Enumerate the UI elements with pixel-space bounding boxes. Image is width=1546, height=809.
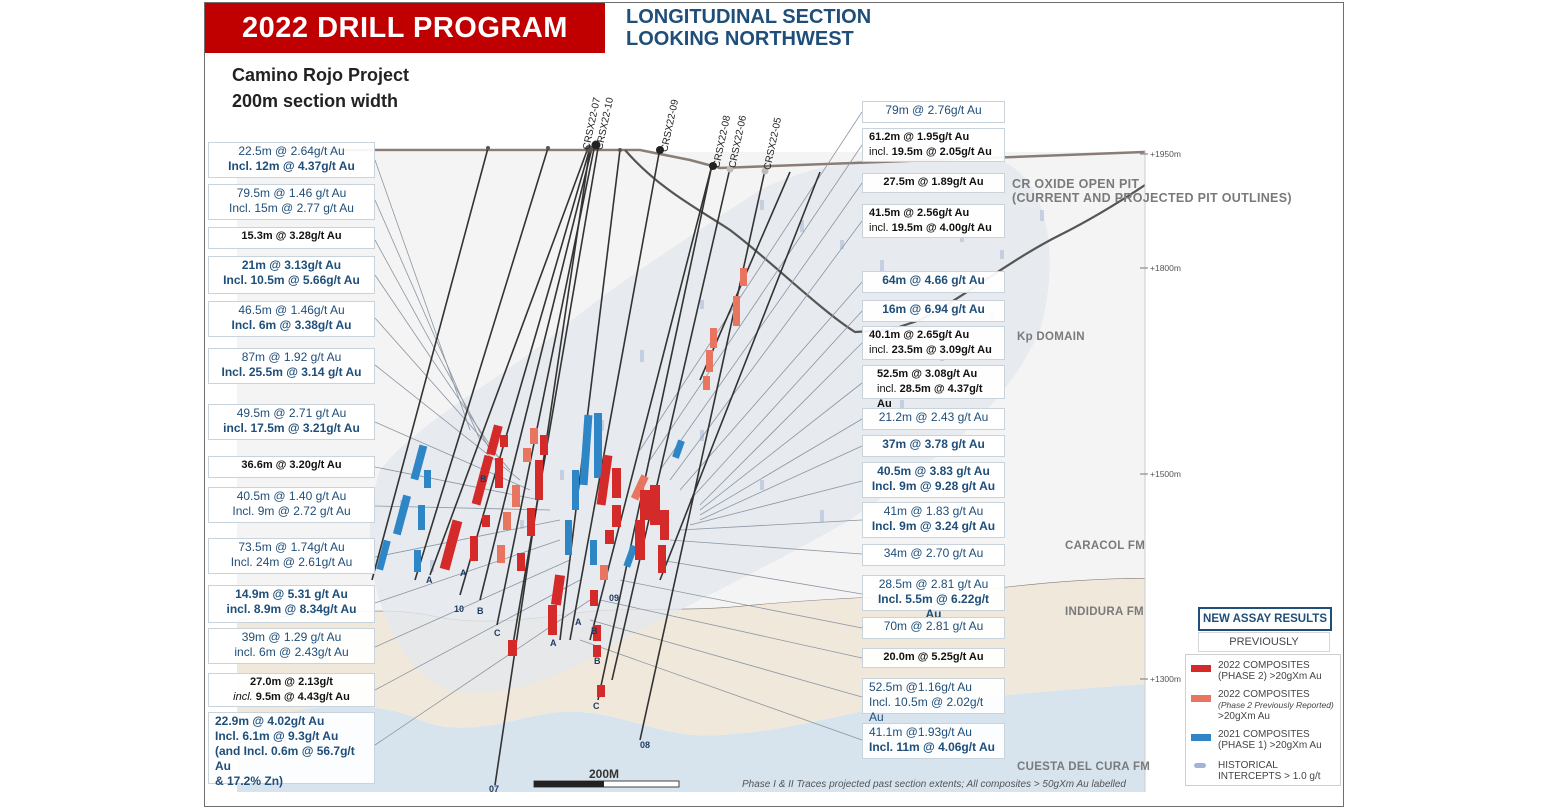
end-tag-09: 09 xyxy=(609,593,620,603)
intercept-label: 14.9m @ 5.31 g/t Au incl. 8.9m @ 8.34g/t … xyxy=(208,585,375,623)
intercept-label: 41m @ 1.83 g/t Au Incl. 9m @ 3.24 g/t Au xyxy=(862,502,1005,538)
segment-tag: C xyxy=(593,701,600,711)
intercept-label: 21m @ 3.13g/t Au Incl. 10.5m @ 5.66g/t Au xyxy=(208,256,375,294)
topography-line xyxy=(237,148,1146,170)
intercept-label: 87m @ 1.92 g/t Au Incl. 25.5m @ 3.14 g/t … xyxy=(208,348,375,384)
end-tag-07: 07 xyxy=(489,784,500,794)
elevation-1800: +1800m xyxy=(1150,263,1181,273)
end-tag-08: 08 xyxy=(640,740,651,750)
intercept-label: 21.2m @ 2.43 g/t Au xyxy=(862,408,1005,430)
project-name: Camino Rojo Project xyxy=(232,65,410,85)
subtitle-line2: LOOKING NORTHWEST xyxy=(626,28,854,50)
drill-traces xyxy=(371,143,821,786)
cuesta-label: CUESTA DEL CURA FM xyxy=(1017,761,1151,773)
legend-item: 2022 COMPOSITES (PHASE 2) >20gXm Au xyxy=(1218,660,1322,682)
legend-swatch-2022-phase2 xyxy=(1191,665,1211,672)
page-title: 2022 DRILL PROGRAM xyxy=(205,3,605,53)
intercept-label: 34m @ 2.70 g/t Au xyxy=(862,544,1005,566)
scale-bar-label: 200M xyxy=(589,767,620,781)
elevation-1300: +1300m xyxy=(1150,674,1181,684)
segment-tag: A xyxy=(550,638,557,648)
intercept-label: 49.5m @ 2.71 g/t Au incl. 17.5m @ 3.21g/t… xyxy=(208,404,375,440)
end-tag-10: 10 xyxy=(454,604,465,614)
subtitle-line1: LONGITUDINAL SECTION xyxy=(626,6,872,28)
project-info: Camino Rojo Project 200m section width xyxy=(232,62,409,114)
intercept-label: 27.0m @ 2.13g/t incl. 9.5m @ 4.43g/t Au xyxy=(208,673,375,707)
legend-item: HISTORICAL INTERCEPTS > 1.0 g/t xyxy=(1218,760,1321,782)
intercept-label: 61.2m @ 1.95g/t Au incl. 19.5m @ 2.05g/t … xyxy=(862,128,1005,162)
legend-item: 2021 COMPOSITES (PHASE 1) >20gXm Au xyxy=(1218,729,1322,751)
intercept-label: 22.5m @ 2.64g/t Au Incl. 12m @ 4.37g/t Au xyxy=(208,142,375,178)
caracol-label: CARACOL FM xyxy=(1065,540,1146,552)
intercept-label: 36.6m @ 3.20g/t Au xyxy=(208,456,375,478)
intercept-label: 70m @ 2.81 g/t Au xyxy=(862,617,1005,639)
intercept-label: 79m @ 2.76g/t Au xyxy=(862,101,1005,123)
segment-tag: C xyxy=(494,628,501,638)
intercept-label: 52.5m @ 3.08g/t Au incl. 28.5m @ 4.37g/t … xyxy=(862,365,1005,410)
intercept-label: 46.5m @ 1.46g/t Au Incl. 6m @ 3.38g/t Au xyxy=(208,301,375,337)
intercept-label: 39m @ 1.29 g/t Au incl. 6m @ 2.43g/t Au xyxy=(208,628,375,664)
section-subtitle: LONGITUDINAL SECTION LOOKING NORTHWEST xyxy=(626,6,871,50)
intercept-label: 79.5m @ 1.46 g/t Au Incl. 15m @ 2.77 g/t … xyxy=(208,184,375,220)
pit-outline xyxy=(624,149,1146,334)
intercept-label: 15.3m @ 3.28g/t Au xyxy=(208,227,375,249)
intercept-label: 27.5m @ 1.89g/t Au xyxy=(862,173,1005,193)
segment-tag: A xyxy=(426,575,433,585)
intercept-label: 22.9m @ 4.02g/t Au Incl. 6.1m @ 9.3g/t Au… xyxy=(208,712,375,788)
section-width: 200m section width xyxy=(232,91,399,111)
segment-tag: B xyxy=(480,474,487,484)
legend-item: 2022 COMPOSITES (Phase 2 Previously Repor… xyxy=(1218,689,1334,722)
composites-2022-phase2 xyxy=(439,424,669,697)
intercept-label: 52.5m @1.16g/t Au Incl. 10.5m @ 2.02g/t A… xyxy=(862,678,1005,724)
segment-tag: A xyxy=(575,617,582,627)
segment-tag: B xyxy=(477,606,484,616)
pit-label: CR OXIDE OPEN PIT (CURRENT AND PROJECTED … xyxy=(1012,177,1292,205)
segment-tag: B xyxy=(591,626,598,636)
indidura-label: INDIDURA FM xyxy=(1065,606,1144,618)
intercept-label: 41.5m @ 2.56g/t Au incl. 19.5m @ 4.00g/t … xyxy=(862,204,1005,238)
intercept-label: 20.0m @ 5.25g/t Au xyxy=(862,648,1005,668)
intercept-label: 40.5m @ 3.83 g/t Au Incl. 9m @ 9.28 g/t A… xyxy=(862,462,1005,498)
composites-2021 xyxy=(376,413,685,572)
elevation-1950: +1950m xyxy=(1150,149,1181,159)
intercept-label: 16m @ 6.94 g/t Au xyxy=(862,300,1005,322)
intercept-label: 40.5m @ 1.40 g/t Au Incl. 9m @ 2.72 g/t A… xyxy=(208,487,375,523)
intercept-label: 40.1m @ 2.65g/t Au incl. 23.5m @ 3.09g/t … xyxy=(862,326,1005,360)
segment-tag: B xyxy=(594,656,601,666)
intercept-label: 41.1m @1.93g/t Au Incl. 11m @ 4.06g/t Au xyxy=(862,723,1005,759)
legend: 2022 COMPOSITES (PHASE 2) >20gXm Au 2022 … xyxy=(1185,654,1341,786)
kp-domain-label: Kp DOMAIN xyxy=(1017,331,1085,343)
elevation-1500: +1500m xyxy=(1150,469,1181,479)
collar-markers xyxy=(486,140,769,175)
segment-tag: A xyxy=(460,568,467,578)
legend-swatch-2022-prev xyxy=(1191,695,1211,702)
intercept-label: 37m @ 3.78 g/t Au xyxy=(862,435,1005,457)
footnote: Phase I & II Traces projected past secti… xyxy=(742,779,1126,790)
legend-previously-reported: PREVIOUSLY REPORTED xyxy=(1198,632,1330,666)
intercept-label: 73.5m @ 1.74g/t Au Incl. 24m @ 2.61g/t Au xyxy=(208,538,375,574)
intercept-label: 28.5m @ 2.81 g/t Au Incl. 5.5m @ 6.22g/t … xyxy=(862,575,1005,621)
composites-2022-prev xyxy=(497,268,747,580)
legend-new-assay: NEW ASSAY RESULTS xyxy=(1198,607,1332,631)
legend-swatch-historical xyxy=(1194,763,1206,768)
legend-swatch-2021 xyxy=(1191,734,1211,741)
intercept-label: 64m @ 4.66 g/t Au xyxy=(862,271,1005,293)
